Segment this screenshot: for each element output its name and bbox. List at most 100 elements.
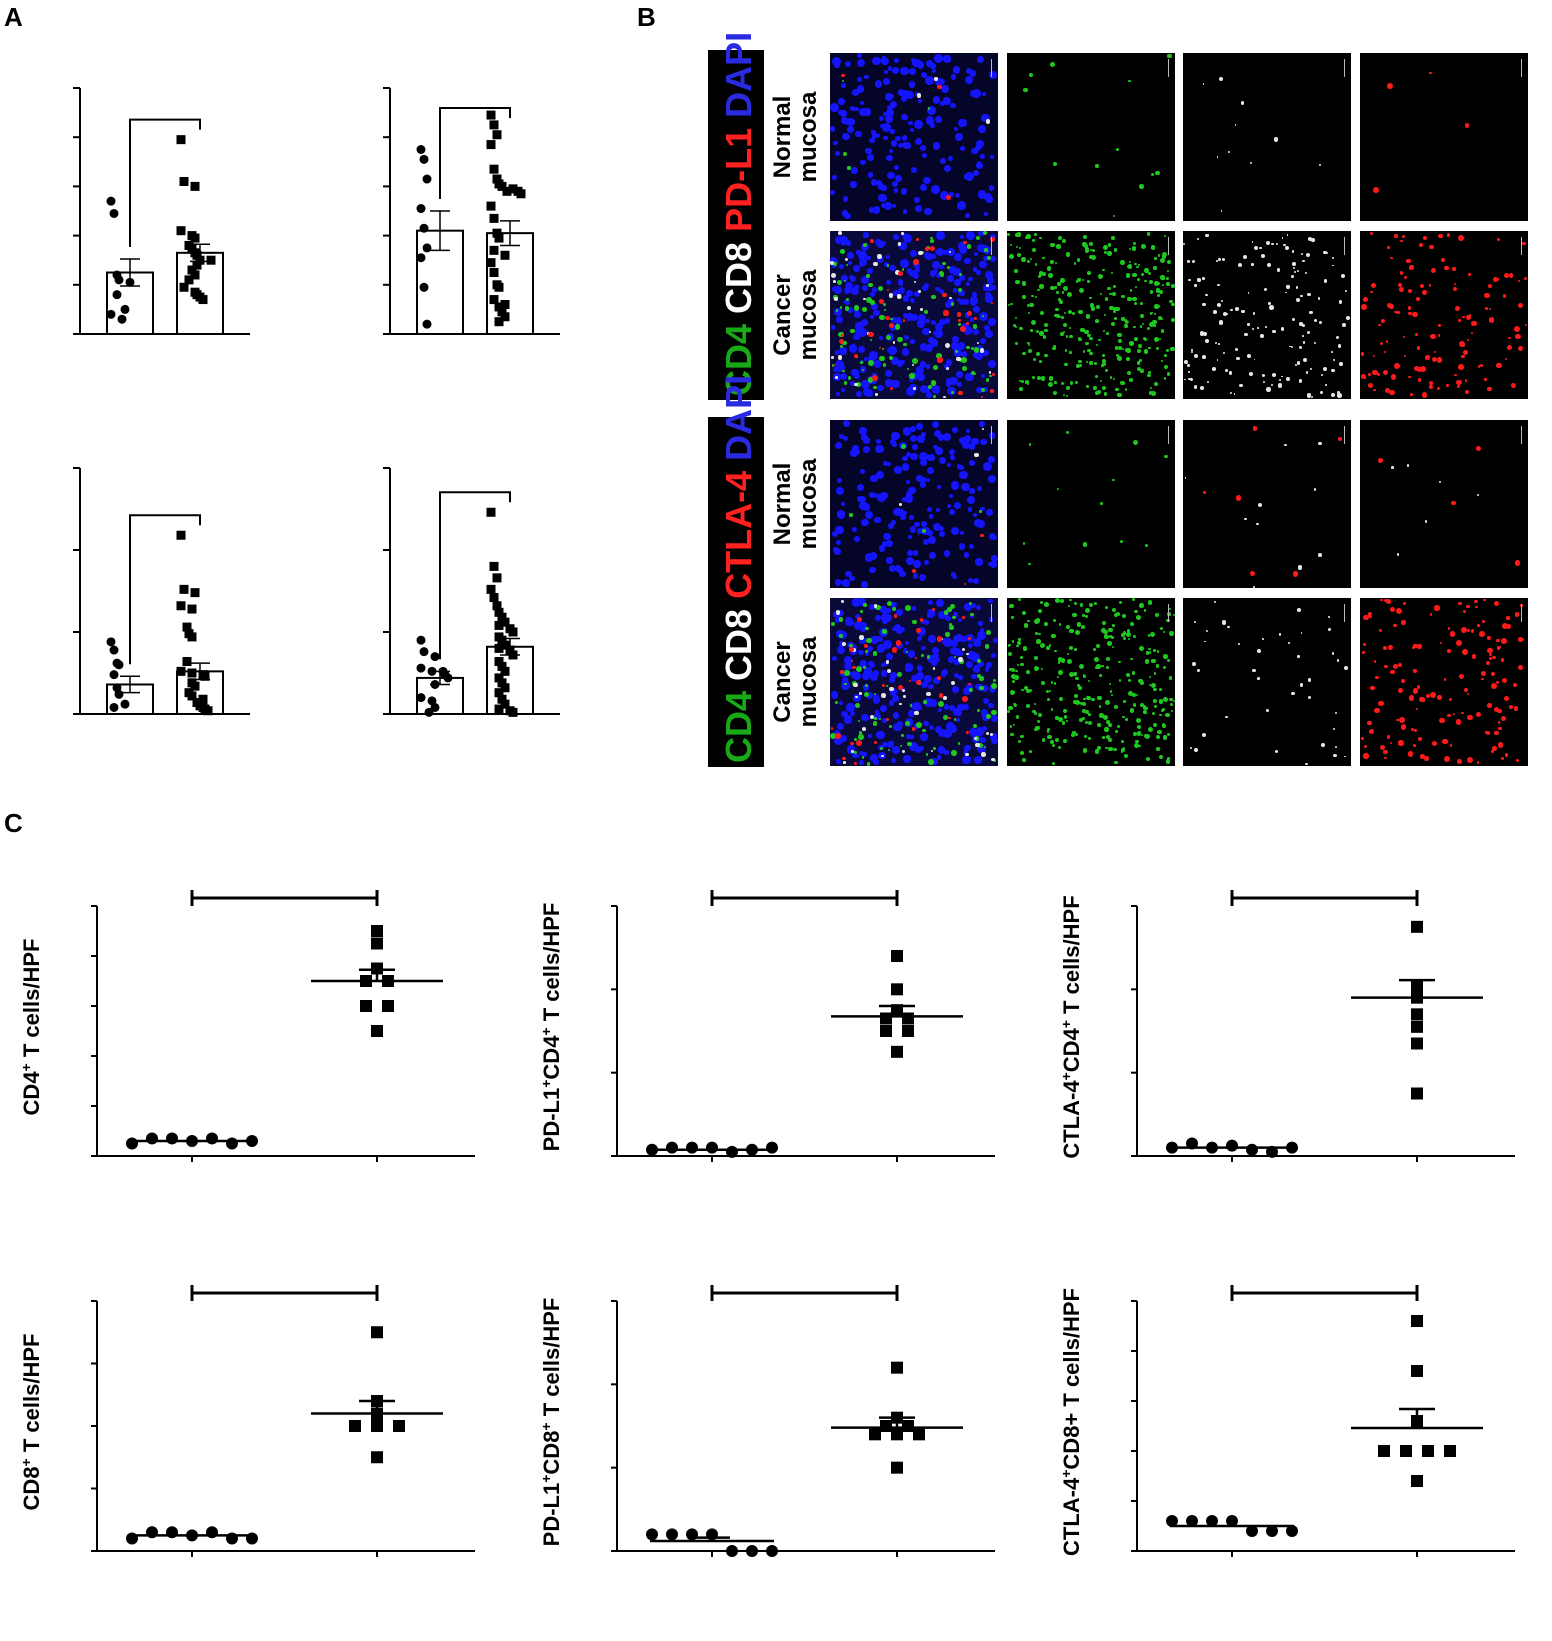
fluorescence-signal <box>984 193 992 201</box>
fluorescence-signal <box>1056 488 1059 491</box>
fluorescence-signal <box>878 193 888 203</box>
fluorescence-signal <box>1253 426 1258 431</box>
fluorescence-signal <box>1065 251 1071 257</box>
data-point <box>500 312 510 322</box>
fluorescence-signal <box>833 729 841 737</box>
fluorescence-signal <box>1044 329 1048 333</box>
fluorescence-signal <box>942 695 947 700</box>
fluorescence-signal <box>1190 746 1192 749</box>
fluorescence-signal <box>957 674 964 681</box>
fluorescence-signal <box>935 447 943 455</box>
fluorescence-signal <box>863 232 869 238</box>
fluorescence-signal <box>1023 622 1029 628</box>
fluorescence-signal <box>1263 288 1267 292</box>
fluorescence-signal <box>1018 638 1021 641</box>
fluorescence-signal <box>927 529 933 536</box>
fluorescence-signal <box>854 761 858 765</box>
fluorescence-signal <box>1187 260 1190 263</box>
fluorescence-signal <box>1036 639 1041 644</box>
fluorescence-signal <box>1050 260 1054 264</box>
fluorescence-signal <box>1133 272 1136 276</box>
fluorescence-signal <box>1120 294 1125 299</box>
fluorescence-signal <box>1137 263 1140 266</box>
fluorescence-signal <box>975 558 983 566</box>
fluorescence-signal <box>1121 317 1125 321</box>
fluorescence-signal <box>1083 673 1086 676</box>
fluorescence-signal <box>969 296 978 305</box>
fluorescence-signal <box>964 257 971 265</box>
fluorescence-signal <box>1430 333 1436 339</box>
fluorescence-signal <box>1085 247 1089 252</box>
fluorescence-signal <box>1007 651 1013 656</box>
fluorescence-signal <box>1103 629 1108 635</box>
fluorescence-signal <box>924 207 932 216</box>
fluorescence-signal <box>1384 756 1388 760</box>
fluorescence-signal <box>854 751 857 754</box>
fluorescence-signal <box>1467 714 1473 721</box>
fluorescence-signal <box>911 372 919 380</box>
fluorescence-signal <box>1224 369 1228 373</box>
fluorescence-signal <box>1393 623 1397 628</box>
fluorescence-signal <box>1454 305 1461 312</box>
fluorescence-signal <box>959 146 965 152</box>
fluorescence-signal <box>981 314 985 318</box>
fluorescence-signal <box>1047 734 1052 740</box>
fluorescence-signal <box>963 172 972 181</box>
fluorescence-signal <box>858 649 864 656</box>
fluorescence-signal <box>940 191 949 200</box>
fluorescence-signal <box>957 382 962 387</box>
fluorescence-signal <box>1126 672 1131 677</box>
fluorescence-signal <box>944 301 952 309</box>
fluorescence-signal <box>872 492 879 498</box>
fluorescence-signal <box>1062 322 1068 328</box>
fluorescence-signal <box>1096 343 1099 347</box>
fluorescence-signal <box>842 340 848 346</box>
fluorescence-signal <box>912 444 918 450</box>
fluorescence-signal <box>1009 604 1014 609</box>
fluorescence-signal <box>942 433 951 442</box>
fluorescence-signal <box>1132 703 1136 707</box>
fluorescence-signal <box>1311 238 1316 242</box>
fluorescence-signal <box>859 660 868 668</box>
fluorescence-signal <box>908 120 913 126</box>
y-axis-title-part: T cells/HPF <box>539 903 564 1028</box>
fluorescence-signal <box>1036 375 1041 381</box>
fluorescence-signal <box>877 254 882 259</box>
fluorescence-signal <box>877 183 885 191</box>
fluorescence-signal <box>891 758 897 763</box>
fluorescence-signal <box>1235 495 1242 501</box>
fluorescence-signal <box>906 312 914 321</box>
fluorescence-signal <box>877 285 883 291</box>
fluorescence-signal <box>1238 262 1243 267</box>
fluorescence-signal <box>983 231 988 236</box>
fluorescence-signal <box>952 267 961 276</box>
fluorescence-signal <box>1360 373 1367 380</box>
data-point <box>489 120 499 130</box>
fluorescence-signal <box>863 446 871 454</box>
fluorescence-signal <box>986 283 990 287</box>
fluorescence-signal <box>1046 266 1052 272</box>
fluorescence-signal <box>1152 722 1158 727</box>
fluorescence-signal <box>912 358 919 365</box>
fluorescence-signal <box>1078 309 1083 314</box>
fluorescence-signal <box>1101 364 1105 367</box>
fluorescence-signal <box>922 152 928 158</box>
fluorescence-signal <box>1295 286 1299 290</box>
fluorescence-signal <box>1490 683 1497 689</box>
fluorescence-signal <box>1412 744 1416 748</box>
fluorescence-signal <box>878 346 882 350</box>
data-point <box>106 309 116 319</box>
fluorescence-signal <box>1458 673 1464 679</box>
fluorescence-signal <box>916 672 925 681</box>
data-point <box>497 612 507 622</box>
fluorescence-signal <box>872 56 881 66</box>
fluorescence-signal <box>1112 292 1117 296</box>
fluorescence-signal <box>1502 622 1509 629</box>
fluorescence-signal <box>877 241 884 248</box>
fluorescence-signal <box>899 702 902 706</box>
fluorescence-signal <box>1386 599 1391 604</box>
fluorescence-signal <box>1065 430 1069 434</box>
data-point <box>190 681 200 691</box>
fluorescence-signal <box>868 282 873 287</box>
fluorescence-signal <box>1126 265 1130 269</box>
